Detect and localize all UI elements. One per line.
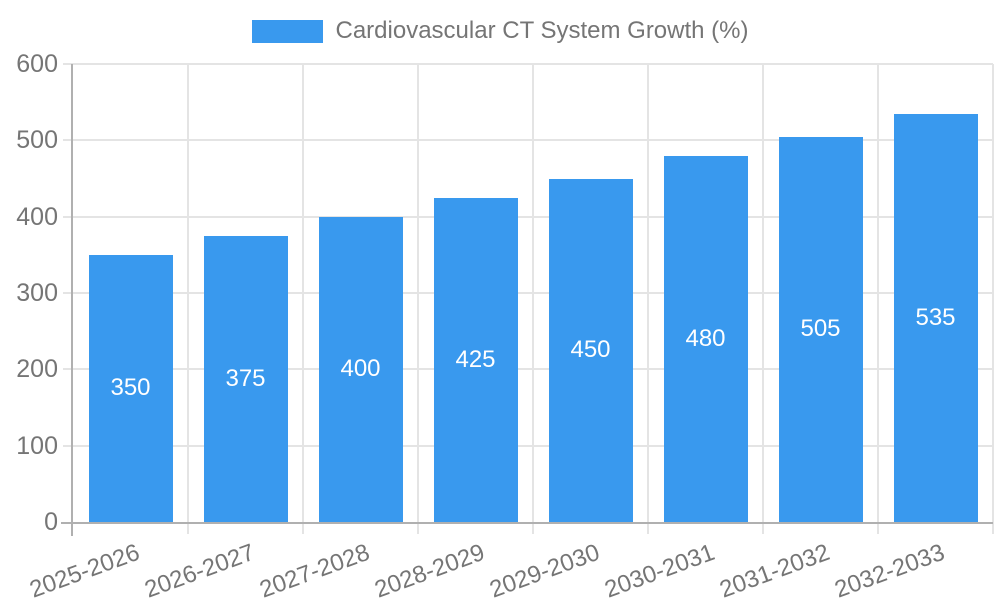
y-tick-mark bbox=[63, 444, 73, 447]
bar-value-label: 400 bbox=[340, 355, 381, 383]
x-tick-mark bbox=[762, 522, 764, 534]
y-tick-label: 0 bbox=[44, 508, 58, 536]
y-tick-mark bbox=[63, 368, 73, 371]
bar-2029-2030[interactable] bbox=[548, 178, 633, 522]
y-tick-label: 500 bbox=[16, 126, 58, 155]
x-gridline bbox=[647, 64, 649, 522]
bar-value-label: 425 bbox=[455, 345, 496, 373]
x-tick-mark bbox=[877, 522, 879, 534]
x-gridline bbox=[762, 64, 764, 522]
bar-2026-2027[interactable] bbox=[203, 235, 288, 522]
y-tick-label: 200 bbox=[16, 355, 58, 384]
bar-2030-2031[interactable] bbox=[663, 155, 748, 522]
x-tick-label: 2030-2031 bbox=[600, 538, 718, 600]
x-tick-label: 2027-2028 bbox=[255, 538, 373, 600]
x-gridline bbox=[877, 64, 879, 522]
y-tick-label: 400 bbox=[16, 202, 58, 231]
legend-swatch bbox=[251, 19, 323, 43]
chart-legend[interactable]: Cardiovascular CT System Growth (%) bbox=[0, 18, 1000, 44]
x-tick-mark bbox=[417, 522, 419, 534]
bar-2028-2029[interactable] bbox=[433, 197, 518, 522]
bar-2032-2033[interactable] bbox=[893, 113, 978, 522]
x-tick-label: 2028-2029 bbox=[370, 538, 488, 600]
x-gridline bbox=[532, 64, 534, 522]
x-tick-label: 2026-2027 bbox=[140, 538, 258, 600]
x-gridline bbox=[992, 64, 994, 522]
y-tick-mark bbox=[63, 292, 73, 294]
y-tick-label: 600 bbox=[16, 50, 58, 78]
y-tick-mark bbox=[63, 215, 73, 218]
x-tick-label: 2032-2033 bbox=[830, 538, 948, 600]
x-tick-label: 2029-2030 bbox=[485, 538, 603, 600]
x-gridline bbox=[417, 64, 419, 522]
bar-2025-2026[interactable] bbox=[88, 254, 173, 522]
bar-value-label: 450 bbox=[570, 336, 611, 364]
bar-value-label: 375 bbox=[225, 364, 266, 392]
bar-2031-2032[interactable] bbox=[778, 136, 863, 522]
bar-value-label: 535 bbox=[915, 303, 956, 331]
x-tick-mark bbox=[302, 522, 304, 534]
legend-label: Cardiovascular CT System Growth (%) bbox=[335, 17, 749, 44]
x-gridline bbox=[187, 64, 189, 522]
x-tick-label: 2025-2026 bbox=[25, 538, 143, 600]
y-tick-label: 300 bbox=[16, 279, 58, 307]
bar-value-label: 480 bbox=[685, 324, 726, 352]
bar-value-label: 350 bbox=[110, 374, 151, 402]
bar-2027-2028[interactable] bbox=[318, 216, 403, 522]
bar-value-label: 505 bbox=[800, 315, 841, 343]
x-tick-label: 2031-2032 bbox=[715, 538, 833, 600]
y-tick-mark bbox=[63, 139, 73, 142]
x-gridline bbox=[302, 64, 304, 522]
x-axis-line bbox=[61, 522, 993, 524]
y-axis-line bbox=[71, 64, 73, 536]
y-tick-label: 100 bbox=[16, 431, 58, 460]
x-tick-mark bbox=[187, 522, 189, 534]
x-tick-mark bbox=[992, 522, 994, 534]
x-tick-mark bbox=[532, 522, 534, 534]
y-tick-mark bbox=[63, 63, 73, 65]
x-tick-mark bbox=[647, 522, 649, 534]
